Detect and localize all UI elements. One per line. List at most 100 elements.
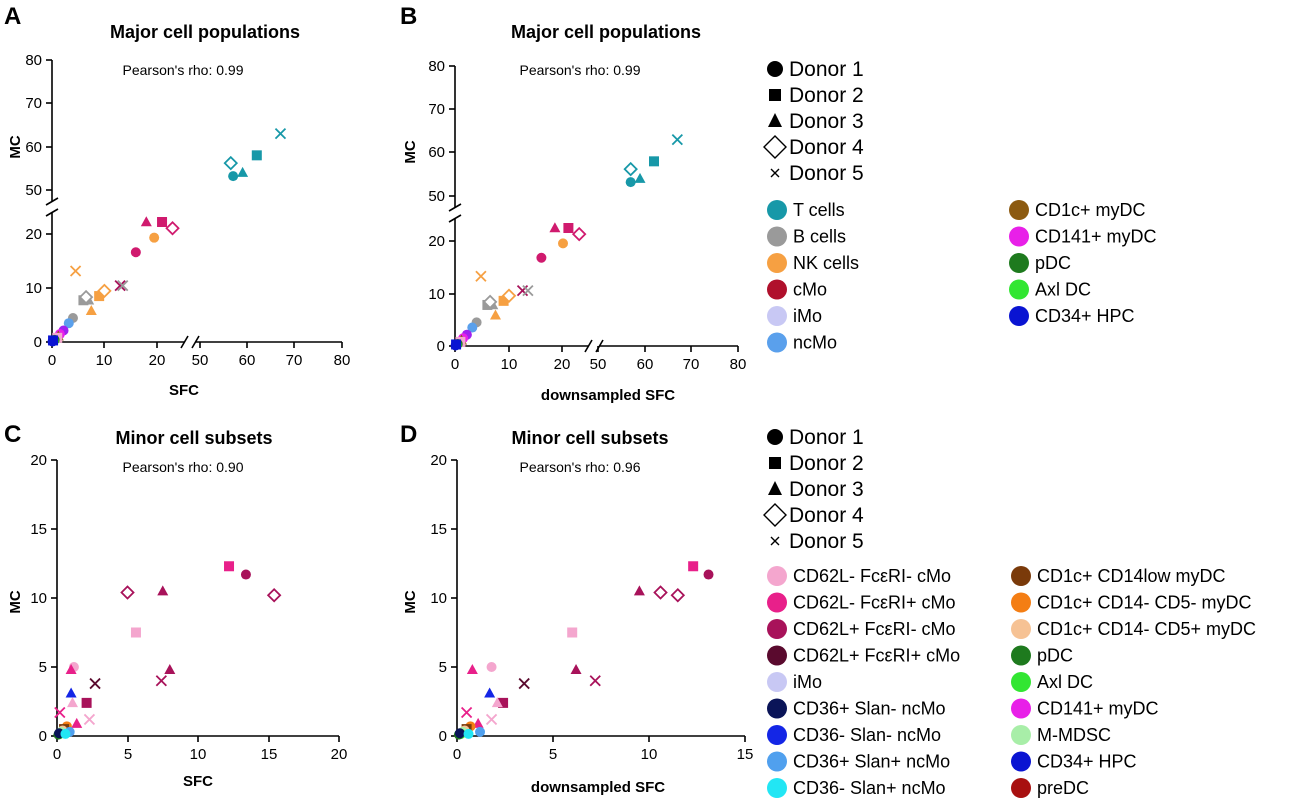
data-point-b [498, 295, 509, 306]
legend-label: CD34+ HPC [1037, 752, 1137, 772]
axes-c: 0 5 10 15 20 0 5 10 15 20 [30, 452, 347, 763]
panel-a: A Major cell populations Pearson's rho: … [4, 3, 350, 399]
data-point-d [486, 662, 497, 672]
x-tick-label-b: 20 [554, 356, 571, 373]
x-tick-label-d: 10 [641, 746, 658, 763]
x-tick-label-a: 20 [149, 352, 166, 369]
panel-letter-d: D [400, 421, 417, 448]
legend-minor-subsets: CD62L- FcεRI- cMo CD62L- FcεRI+ cMo CD62L+… [767, 566, 1256, 798]
legend-label: iMo [793, 306, 822, 326]
legend-swatch [767, 253, 787, 273]
y-tick-label-a: 80 [25, 52, 42, 69]
legend-swatch [767, 279, 787, 300]
y-axis-break-b [448, 203, 462, 223]
legend-label: CD62L+ FcεRI- cMo [793, 619, 956, 639]
legend-swatch [767, 592, 787, 613]
x-tick-label-a: 70 [286, 352, 303, 369]
legend-swatch [1011, 619, 1031, 639]
legend-label: pDC [1037, 646, 1073, 666]
legend-label: CD62L+ FcεRI+ cMo [793, 646, 960, 666]
data-point-b [634, 172, 646, 183]
data-point-c [266, 587, 282, 603]
legend-swatch [767, 698, 787, 719]
x-axis-label-b: downsampled SFC [541, 387, 675, 404]
legend-label: preDC [1037, 778, 1089, 798]
legend-label: CD62L- FcεRI+ cMo [793, 593, 956, 613]
x-axis-break-a [180, 335, 200, 349]
points-c [53, 561, 282, 740]
data-point-d [454, 728, 465, 739]
legend-label: CD141+ myDC [1035, 227, 1157, 247]
y-tick-label-d: 0 [439, 728, 447, 745]
data-point-c [67, 697, 79, 708]
y-tick-label-b: 60 [428, 144, 445, 161]
legend-donor-2-marker [769, 89, 781, 101]
points-b [450, 134, 683, 351]
x-tick-label-b: 10 [501, 356, 518, 373]
data-point-d [466, 664, 478, 675]
legend-swatch [767, 645, 787, 666]
data-point-a [117, 280, 129, 292]
panel-d: D Minor cell subsets Pearson's rho: 0.96… [400, 421, 753, 796]
data-point-c [65, 664, 77, 675]
legend-swatch [767, 751, 787, 772]
legend-label: CD141+ myDC [1037, 699, 1159, 719]
y-tick-label-a: 60 [25, 139, 42, 156]
x-axis-label-d: downsampled SFC [531, 779, 665, 796]
y-axis-label-a: MC [7, 135, 24, 158]
y-tick-label-b: 50 [428, 188, 445, 205]
chart-title-b: Major cell populations [511, 22, 701, 42]
data-point-c [240, 569, 251, 580]
legend-label: CD1c+ CD14low myDC [1037, 566, 1226, 586]
y-tick-label-b: 80 [428, 58, 445, 75]
data-point-d [484, 687, 496, 698]
legend-donor-4-marker [763, 135, 787, 159]
pearson-rho-c: Pearson's rho: 0.90 [123, 459, 244, 475]
legend-swatch [767, 200, 787, 220]
legend-swatch [1009, 279, 1029, 300]
legend-label: CD1c+ CD14- CD5- myDC [1037, 593, 1252, 613]
data-point-b [625, 177, 636, 188]
data-point-c [71, 717, 83, 728]
data-point-d [703, 569, 714, 580]
panel-letter-b: B [400, 3, 417, 30]
y-tick-label-c: 0 [39, 728, 47, 745]
legend-swatch [1011, 672, 1031, 692]
y-tick-label-c: 5 [39, 659, 47, 676]
legend-label: CD36- Slan- ncMo [793, 725, 941, 745]
legend-swatch [767, 619, 787, 639]
data-point-d [491, 697, 503, 708]
y-tick-label-a: 20 [25, 226, 42, 243]
chart-title-a: Major cell populations [110, 22, 300, 42]
data-point-b [516, 284, 529, 297]
data-point-b [482, 294, 498, 310]
y-tick-label-a: 70 [25, 95, 42, 112]
data-point-a [140, 216, 152, 227]
panel-c: C Minor cell subsets Pearson's rho: 0.90… [4, 421, 347, 790]
data-point-a [94, 291, 105, 302]
legend-swatch [1011, 778, 1031, 798]
data-point-a [251, 150, 262, 161]
data-point-a [78, 289, 94, 305]
legend-donors-minor: Donor 1 Donor 2 Donor 3 Donor 4 Donor 5 [763, 426, 864, 553]
legend-label: M-MDSC [1037, 725, 1111, 745]
y-tick-label-b: 20 [428, 233, 445, 250]
y-axis-break-a [45, 197, 59, 217]
x-tick-label-c: 20 [331, 746, 348, 763]
data-point-d [485, 713, 498, 726]
y-tick-label-b: 0 [437, 338, 445, 355]
legend-donors-major: Donor 1 Donor 2 Donor 3 Donor 4 Donor 5 [763, 58, 864, 185]
y-tick-label-b: 70 [428, 101, 445, 118]
points-a [47, 128, 287, 347]
legend-swatch [1009, 253, 1029, 273]
legend-swatch [1011, 698, 1031, 719]
legend-donor-3-marker [768, 481, 782, 495]
data-point-d [633, 585, 645, 596]
legend-swatch [767, 672, 787, 692]
legend-label: T cells [793, 200, 845, 220]
data-point-d [570, 664, 582, 675]
data-point-a [157, 217, 168, 227]
data-point-d [472, 717, 484, 728]
legend-donor-4-marker [763, 503, 787, 527]
